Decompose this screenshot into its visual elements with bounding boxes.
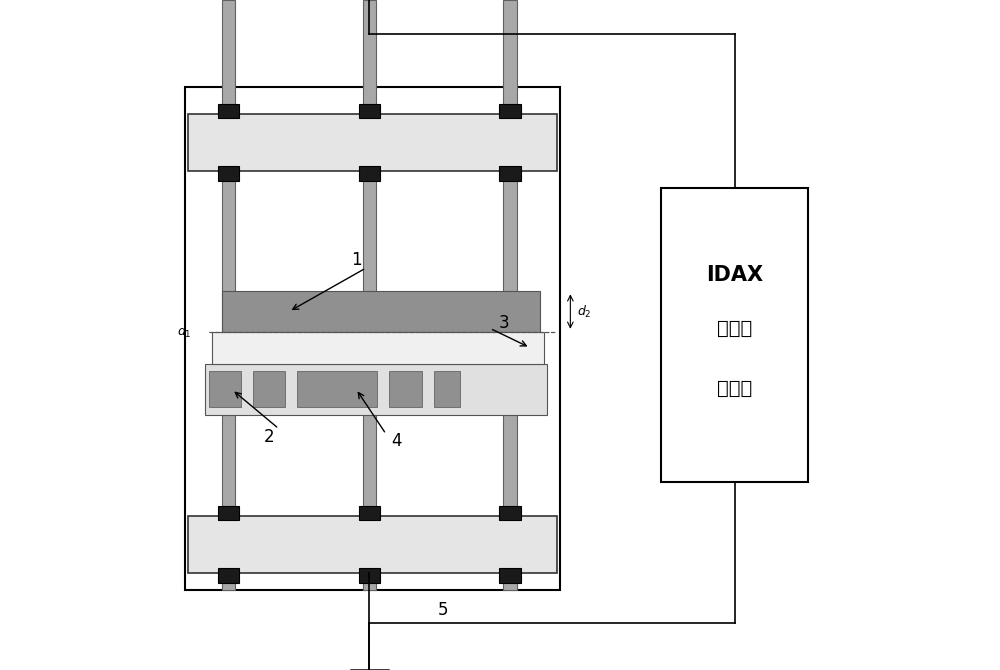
Bar bbox=[499, 166, 521, 181]
Text: IDAX: IDAX bbox=[706, 265, 763, 285]
Text: 4: 4 bbox=[391, 432, 401, 450]
Bar bbox=[359, 568, 380, 583]
Text: 5: 5 bbox=[438, 601, 448, 618]
Bar bbox=[188, 114, 557, 171]
Bar bbox=[359, 104, 380, 119]
Bar bbox=[297, 371, 377, 407]
Bar bbox=[209, 371, 241, 407]
Text: 介电谱: 介电谱 bbox=[717, 319, 752, 338]
Bar bbox=[499, 568, 521, 583]
Bar bbox=[359, 166, 380, 181]
Bar bbox=[222, 0, 235, 590]
Bar bbox=[434, 371, 460, 407]
Bar bbox=[218, 506, 239, 521]
Text: 3: 3 bbox=[499, 314, 509, 332]
Bar bbox=[503, 0, 517, 590]
Bar bbox=[218, 104, 239, 119]
Bar bbox=[188, 516, 557, 573]
Bar bbox=[212, 332, 544, 364]
Bar bbox=[363, 0, 376, 590]
Bar bbox=[253, 371, 285, 407]
Bar bbox=[205, 364, 547, 415]
Text: 1: 1 bbox=[351, 251, 361, 269]
Text: $d_1$: $d_1$ bbox=[177, 324, 192, 340]
Bar bbox=[218, 568, 239, 583]
Bar bbox=[185, 87, 560, 590]
Text: 2: 2 bbox=[264, 428, 274, 446]
Bar bbox=[218, 166, 239, 181]
Bar bbox=[499, 506, 521, 521]
Text: 测试乺: 测试乺 bbox=[717, 379, 752, 398]
Bar bbox=[222, 291, 540, 332]
Bar bbox=[499, 104, 521, 119]
Bar bbox=[389, 371, 422, 407]
Bar bbox=[661, 188, 808, 482]
Text: $d_2$: $d_2$ bbox=[577, 304, 592, 320]
Bar bbox=[359, 506, 380, 521]
